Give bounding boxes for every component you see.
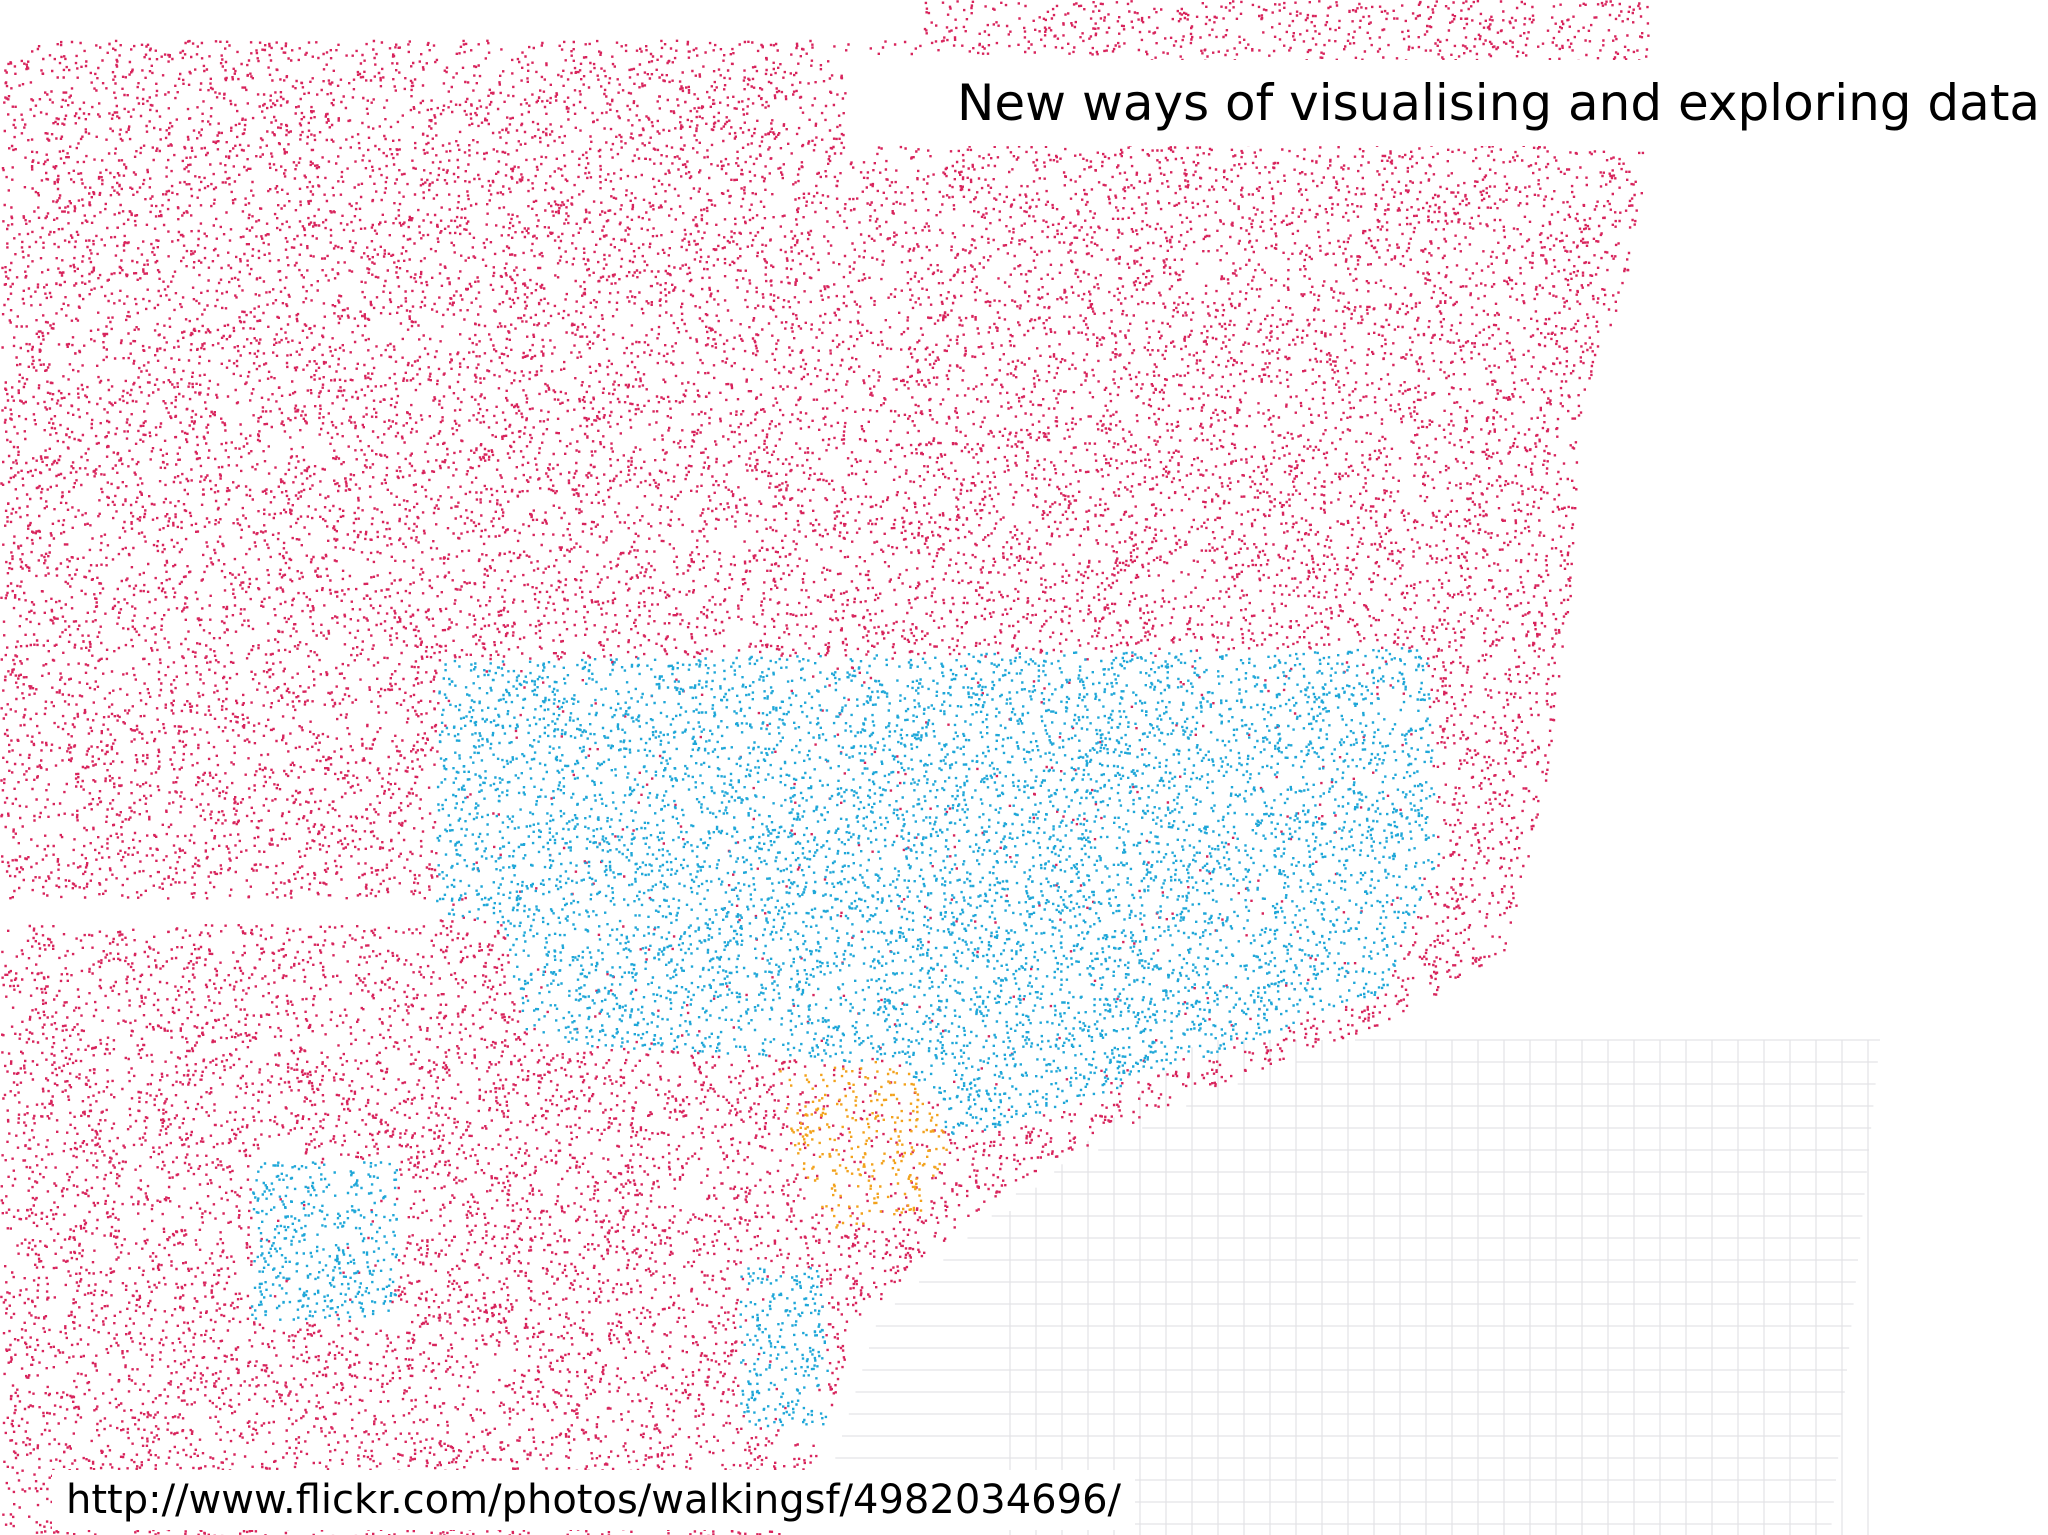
slide-title: New ways of visualising and exploring da… bbox=[943, 60, 2048, 146]
streets bbox=[815, 1039, 1880, 1535]
dots bbox=[0, 0, 1650, 1535]
blue-dots bbox=[250, 647, 1441, 1428]
street-grid bbox=[815, 1039, 1880, 1535]
pink-dots bbox=[0, 0, 1650, 1535]
source-url: http://www.flickr.com/photos/walkingsf/4… bbox=[52, 1470, 1135, 1530]
